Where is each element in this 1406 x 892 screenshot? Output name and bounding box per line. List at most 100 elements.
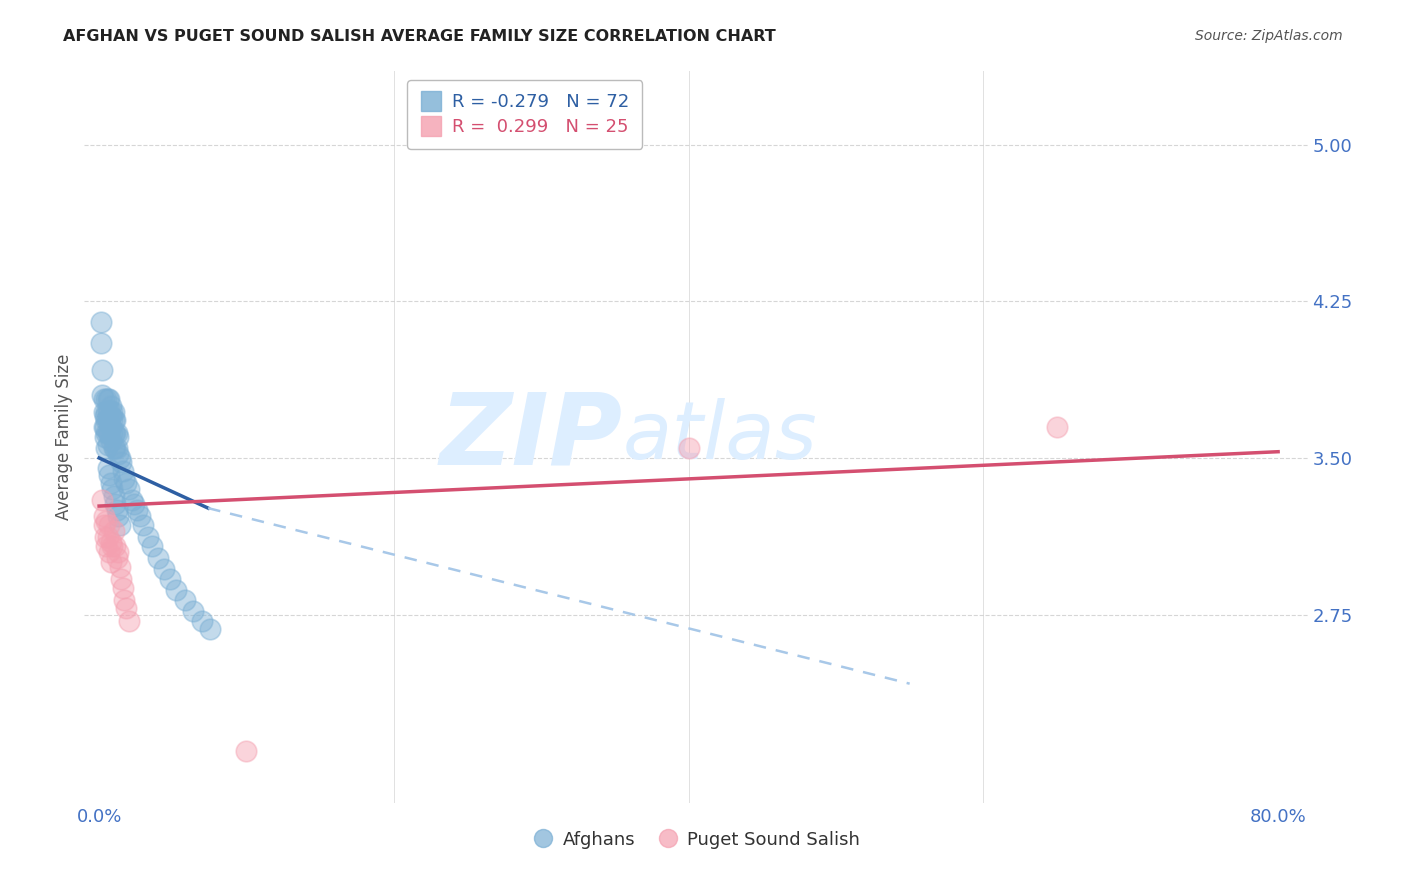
Text: atlas: atlas	[623, 398, 817, 476]
Point	[93, 509, 115, 524]
Point	[94, 430, 117, 444]
Point	[100, 409, 122, 424]
Point	[101, 425, 124, 440]
Point	[91, 492, 114, 507]
Point	[103, 441, 125, 455]
Point	[108, 559, 131, 574]
Point	[111, 463, 134, 477]
Point	[91, 388, 114, 402]
Point	[117, 483, 139, 497]
Point	[114, 476, 136, 491]
Point	[98, 467, 121, 482]
Point	[121, 492, 143, 507]
Point	[97, 438, 120, 452]
Point	[111, 581, 134, 595]
Point	[98, 545, 121, 559]
Point	[97, 461, 120, 475]
Point	[100, 476, 122, 491]
Point	[96, 425, 118, 440]
Point	[112, 593, 135, 607]
Point	[98, 425, 121, 440]
Point	[98, 413, 121, 427]
Point	[96, 514, 118, 528]
Point	[104, 413, 127, 427]
Point	[105, 551, 128, 566]
Point	[90, 336, 112, 351]
Point	[117, 614, 139, 628]
Point	[165, 582, 187, 597]
Text: Source: ZipAtlas.com: Source: ZipAtlas.com	[1195, 29, 1343, 43]
Point	[94, 419, 117, 434]
Point	[105, 503, 128, 517]
Point	[108, 517, 131, 532]
Point	[104, 497, 127, 511]
Point	[93, 392, 115, 407]
Point	[103, 524, 125, 538]
Point	[93, 517, 115, 532]
Point	[103, 413, 125, 427]
Point	[94, 530, 117, 544]
Point	[108, 450, 131, 465]
Point	[183, 603, 205, 617]
Point	[127, 503, 149, 517]
Point	[101, 405, 124, 419]
Point	[112, 472, 135, 486]
Point	[191, 614, 214, 628]
Point	[105, 441, 128, 455]
Point	[103, 425, 125, 440]
Point	[101, 413, 124, 427]
Point	[129, 509, 152, 524]
Point	[141, 539, 163, 553]
Point	[97, 392, 120, 407]
Point	[103, 405, 125, 419]
Point	[110, 572, 132, 586]
Point	[678, 441, 700, 455]
Point	[97, 530, 120, 544]
Point	[104, 425, 127, 440]
Point	[103, 489, 125, 503]
Text: ZIP: ZIP	[440, 389, 623, 485]
Point	[104, 441, 127, 455]
Point	[94, 409, 117, 424]
Point	[91, 363, 114, 377]
Point	[235, 743, 257, 757]
Point	[98, 517, 121, 532]
Point	[101, 539, 124, 553]
Point	[96, 392, 118, 407]
Point	[96, 539, 118, 553]
Point	[114, 601, 136, 615]
Point	[136, 530, 159, 544]
Point	[100, 534, 122, 549]
Point	[96, 405, 118, 419]
Point	[124, 497, 146, 511]
Point	[110, 455, 132, 469]
Point	[159, 572, 181, 586]
Point	[107, 509, 129, 524]
Point	[107, 545, 129, 559]
Point	[93, 419, 115, 434]
Point	[97, 425, 120, 440]
Point	[97, 413, 120, 427]
Point	[105, 425, 128, 440]
Point	[173, 593, 195, 607]
Point	[98, 392, 121, 407]
Point	[96, 413, 118, 427]
Point	[98, 403, 121, 417]
Point	[107, 447, 129, 461]
Point	[100, 419, 122, 434]
Point	[97, 405, 120, 419]
Y-axis label: Average Family Size: Average Family Size	[55, 354, 73, 520]
Point	[100, 434, 122, 449]
Point	[100, 399, 122, 413]
Legend: Afghans, Puget Sound Salish: Afghans, Puget Sound Salish	[524, 823, 868, 856]
Point	[101, 483, 124, 497]
Point	[90, 315, 112, 329]
Point	[146, 551, 169, 566]
Point	[104, 539, 127, 553]
Point	[100, 556, 122, 570]
Point	[1046, 419, 1069, 434]
Point	[93, 405, 115, 419]
Point	[153, 562, 176, 576]
Point	[107, 430, 129, 444]
Point	[198, 623, 221, 637]
